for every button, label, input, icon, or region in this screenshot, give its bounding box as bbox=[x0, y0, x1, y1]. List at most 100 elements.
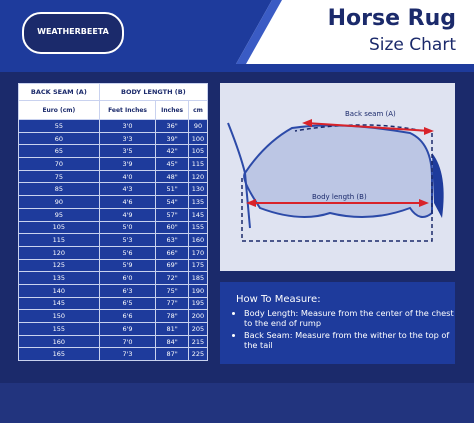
table-cell: 120 bbox=[18, 245, 100, 260]
table-row: 105 5'0 60" 155 bbox=[18, 220, 209, 235]
table-cell: 66" bbox=[155, 245, 189, 260]
table-cell: 160 bbox=[187, 233, 209, 247]
table-cell: 39" bbox=[155, 131, 189, 146]
table-cell: 60" bbox=[155, 220, 189, 235]
table-cell: 130 bbox=[187, 182, 209, 197]
table-cell: 6'5 bbox=[98, 296, 157, 311]
table-cell: 90 bbox=[18, 195, 100, 209]
table-cell: 57" bbox=[155, 207, 189, 222]
table-row: 140 6'3 75" 190 bbox=[18, 283, 209, 298]
horse-diagram bbox=[227, 119, 444, 242]
table-cell: 65 bbox=[18, 144, 100, 159]
table-cell: 7'0 bbox=[98, 334, 157, 349]
table-cell: 155 bbox=[187, 220, 209, 235]
table-row: 125 5'9 69" 175 bbox=[18, 258, 209, 273]
table-row: 55 3'0 36" 90 bbox=[18, 119, 209, 133]
table-row: 165 7'3 87" 225 bbox=[18, 347, 209, 362]
table-cell: 84" bbox=[155, 334, 189, 349]
logo: WEATHERBEETA bbox=[37, 27, 109, 36]
title: Horse Rug bbox=[327, 6, 456, 31]
table-row: 70 3'9 45" 115 bbox=[18, 157, 209, 171]
table-cell: 145 bbox=[187, 207, 209, 222]
table-row: 160 7'0 84" 215 bbox=[18, 334, 209, 349]
table-cell: 6'0 bbox=[98, 271, 157, 285]
table-cell: 135 bbox=[187, 195, 209, 209]
table-row: 85 4'3 51" 130 bbox=[18, 182, 209, 197]
size-table: BACK SEAM (A) BODY LENGTH (B) Euro (cm) F… bbox=[18, 83, 209, 362]
table-cell: 78" bbox=[155, 309, 189, 323]
table-cell: 69" bbox=[155, 258, 189, 273]
table-cell: 48" bbox=[155, 169, 189, 184]
table-cell: 75 bbox=[18, 169, 100, 184]
table-cell: 155 bbox=[18, 322, 100, 336]
subtitle: Size Chart bbox=[368, 35, 456, 55]
table-row: 60 3'3 39" 100 bbox=[18, 131, 209, 146]
table-cell: 3'3 bbox=[98, 131, 157, 146]
table-cell: 115 bbox=[18, 233, 100, 247]
table-cell: 6'3 bbox=[98, 283, 157, 298]
table-cell: 45" bbox=[155, 157, 189, 171]
table-cell: 51" bbox=[155, 182, 189, 197]
table-cell: 200 bbox=[187, 309, 209, 323]
table-cell: 55 bbox=[18, 119, 100, 133]
table-cell: 70 bbox=[18, 157, 100, 171]
group-header: BACK SEAM (A) bbox=[18, 83, 100, 101]
table-cell: 190 bbox=[187, 283, 209, 298]
table-row: 150 6'6 78" 200 bbox=[18, 309, 209, 323]
table-cell: 4'0 bbox=[98, 169, 157, 184]
table-cell: 63" bbox=[155, 233, 189, 247]
table-cell: 145 bbox=[18, 296, 100, 311]
table-row: 135 6'0 72" 185 bbox=[18, 271, 209, 285]
table-cell: 5'9 bbox=[98, 258, 157, 273]
logo-badge bbox=[22, 12, 124, 54]
table-cell: 72" bbox=[155, 271, 189, 285]
table-cell: 77" bbox=[155, 296, 189, 311]
table-cell: 160 bbox=[18, 334, 100, 349]
table-cell: 135 bbox=[18, 271, 100, 285]
column-header: Feet Inches bbox=[98, 100, 157, 120]
table-cell: 5'0 bbox=[98, 220, 157, 235]
table-cell: 3'9 bbox=[98, 157, 157, 171]
table-cell: 150 bbox=[18, 309, 100, 323]
table-cell: 4'6 bbox=[98, 195, 157, 209]
column-header: Inches bbox=[155, 100, 189, 120]
table-cell: 165 bbox=[18, 347, 100, 362]
table-row: 120 5'6 66" 170 bbox=[18, 245, 209, 260]
table-cell: 95 bbox=[18, 207, 100, 222]
table-row: 65 3'5 42" 105 bbox=[18, 144, 209, 159]
table-row: 90 4'6 54" 135 bbox=[18, 195, 209, 209]
column-header: cm bbox=[187, 100, 209, 120]
table-cell: 205 bbox=[187, 322, 209, 336]
table-row: 115 5'3 63" 160 bbox=[18, 233, 209, 247]
table-cell: 7'3 bbox=[98, 347, 157, 362]
table-cell: 6'6 bbox=[98, 309, 157, 323]
table-cell: 115 bbox=[187, 157, 209, 171]
how-item: Back Seam: Measure from the wither to th… bbox=[244, 330, 454, 350]
table-cell: 120 bbox=[187, 169, 209, 184]
table-cell: 140 bbox=[18, 283, 100, 298]
table-cell: 3'0 bbox=[98, 119, 157, 133]
table-cell: 85 bbox=[18, 182, 100, 197]
table-cell: 195 bbox=[187, 296, 209, 311]
table-cell: 3'5 bbox=[98, 144, 157, 159]
column-header: Euro (cm) bbox=[18, 100, 100, 120]
group-header: BODY LENGTH (B) bbox=[98, 83, 209, 101]
table-cell: 215 bbox=[187, 334, 209, 349]
table-cell: 60 bbox=[18, 131, 100, 146]
table-row: 145 6'5 77" 195 bbox=[18, 296, 209, 311]
back-seam-label: Back seam (A) bbox=[345, 110, 396, 118]
table-cell: 4'9 bbox=[98, 207, 157, 222]
how-item: Body Length: Measure from the center of … bbox=[244, 308, 454, 328]
table-cell: 4'3 bbox=[98, 182, 157, 197]
table-cell: 90 bbox=[187, 119, 209, 133]
how-list: Body Length: Measure from the center of … bbox=[232, 308, 454, 352]
table-cell: 42" bbox=[155, 144, 189, 159]
table-cell: 75" bbox=[155, 283, 189, 298]
table-cell: 100 bbox=[187, 131, 209, 146]
table-cell: 170 bbox=[187, 245, 209, 260]
table-cell: 175 bbox=[187, 258, 209, 273]
table-cell: 81" bbox=[155, 322, 189, 336]
table-row: 75 4'0 48" 120 bbox=[18, 169, 209, 184]
